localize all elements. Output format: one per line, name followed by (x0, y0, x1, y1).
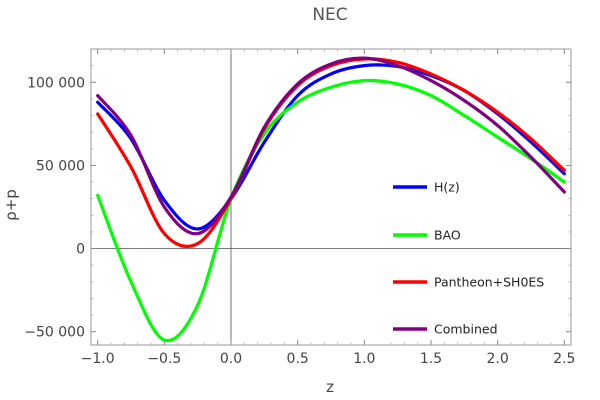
series-line-bao (96, 78, 566, 343)
x-tick-label: −0.5 (147, 351, 181, 367)
chart-title: NEC (312, 5, 347, 25)
x-tick-label: 0.5 (287, 351, 309, 367)
x-tick-label: 2.0 (487, 351, 509, 367)
x-tick-label: 1.5 (420, 351, 442, 367)
x-tick-label: 0.0 (220, 351, 242, 367)
x-axis-label: z (326, 378, 334, 396)
y-tick-label: 50 000 (36, 158, 85, 174)
legend-label-combined: Combined (434, 322, 498, 337)
legend-label-bao: BAO (434, 228, 461, 243)
x-tick-label: −1.0 (81, 351, 115, 367)
x-tick-label: 1.0 (353, 351, 375, 367)
series-layer (96, 56, 566, 343)
plot-frame (90, 48, 572, 346)
y-axis-label: ρ+p (2, 189, 20, 221)
y-tick-label: 100 000 (27, 75, 85, 91)
y-tick-label: −50 000 (24, 325, 85, 341)
series-line-h-z (96, 63, 566, 231)
y-tick-label: 0 (76, 242, 85, 258)
legend-label-pantheon-sh0es: Pantheon+SH0ES (434, 275, 544, 290)
series-line-combined (96, 56, 566, 236)
ticks-layer: −1.0 −0.5 0.0 0.5 1.0 1.5 2.0 2.5 −50 000 0 50 000… (24, 49, 575, 367)
legend: H(z) BAO Pantheon+SH0ES Combined (393, 180, 544, 337)
legend-label-h-z: H(z) (434, 180, 460, 195)
x-tick-label: 2.5 (553, 351, 575, 367)
